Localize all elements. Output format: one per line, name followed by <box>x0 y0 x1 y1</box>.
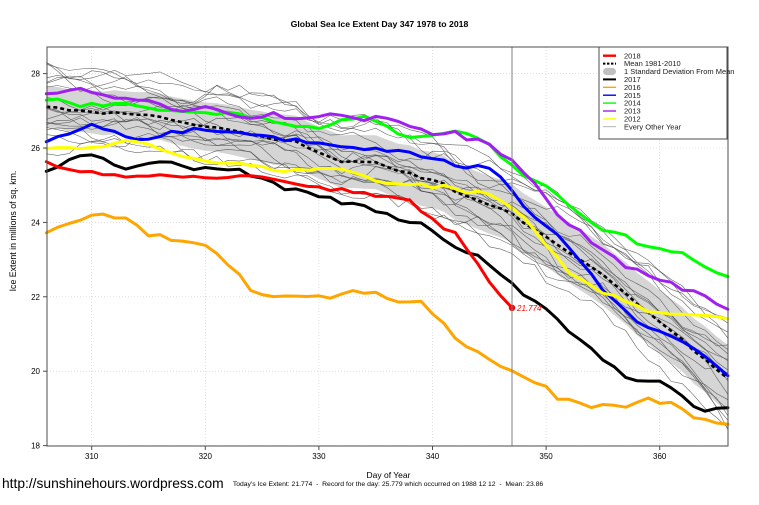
svg-text:24: 24 <box>31 218 40 227</box>
svg-text:Every Other Year: Every Other Year <box>624 122 682 131</box>
svg-text:320: 320 <box>199 452 213 461</box>
svg-text:28: 28 <box>31 70 40 79</box>
svg-text:18: 18 <box>31 442 40 451</box>
svg-text:360: 360 <box>653 452 667 461</box>
svg-text:310: 310 <box>85 452 99 461</box>
svg-text:21.774: 21.774 <box>516 304 542 313</box>
svg-text:350: 350 <box>539 452 553 461</box>
svg-text:330: 330 <box>312 452 326 461</box>
svg-text:22: 22 <box>31 293 40 302</box>
svg-text:340: 340 <box>426 452 440 461</box>
svg-text:26: 26 <box>31 144 40 153</box>
svg-text:20: 20 <box>31 367 40 376</box>
